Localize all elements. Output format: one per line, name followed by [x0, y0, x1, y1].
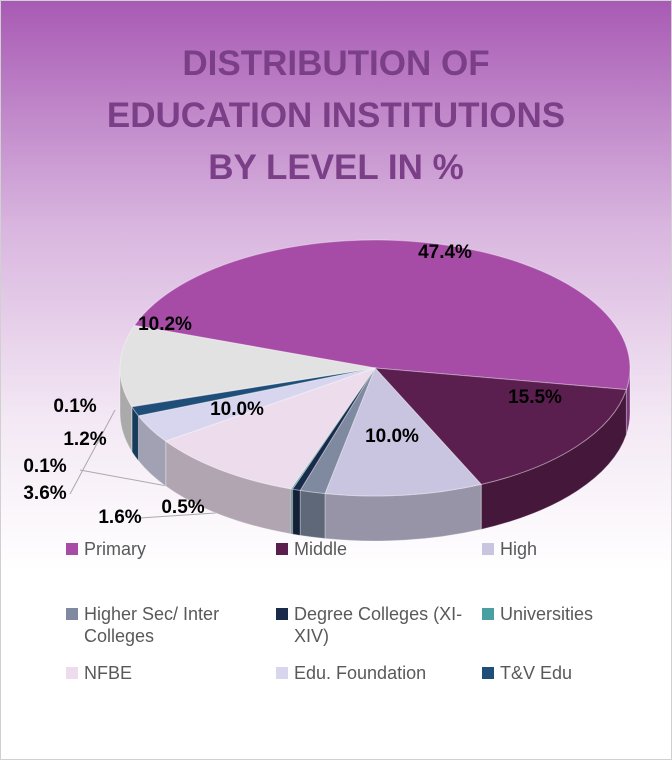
- slice: [131, 367, 376, 417]
- legend-label: T&V Edu: [500, 663, 573, 683]
- data-label: 10.2%: [138, 314, 192, 335]
- legend-label: Edu. Foundation: [294, 663, 427, 683]
- legend-item: Universities: [478, 603, 672, 625]
- legend-item: Degree Colleges (XI-XIV): [272, 603, 479, 647]
- data-label: 0.5%: [161, 497, 204, 518]
- legend-item: NFBE: [62, 662, 269, 684]
- data-label: 10.0%: [365, 426, 419, 447]
- legend-item: Middle: [272, 538, 479, 560]
- data-label: 10.0%: [210, 399, 264, 420]
- slice: [299, 367, 376, 495]
- slice: [291, 367, 376, 491]
- data-label: 15.5%: [508, 387, 562, 408]
- slice: [130, 367, 376, 408]
- legend-label: NFBE: [84, 663, 133, 683]
- legend-item: T&V Edu: [478, 662, 672, 684]
- legend-swatch: [66, 608, 78, 620]
- legend-item: Primary: [62, 538, 269, 560]
- slice-side: [299, 489, 326, 540]
- slice: [119, 324, 376, 407]
- data-label: 0.1%: [53, 396, 96, 417]
- legend-swatch: [276, 667, 288, 679]
- data-label: 3.6%: [23, 483, 66, 504]
- slice-side: [292, 488, 301, 536]
- legend-swatch: [66, 667, 78, 679]
- legend-label: Degree Colleges (XI-XIV): [294, 604, 463, 646]
- slice: [373, 367, 628, 485]
- leader-line: [69, 409, 116, 495]
- legend-label: High: [500, 539, 538, 559]
- legend-swatch: [66, 543, 78, 555]
- data-label: 1.6%: [98, 507, 141, 528]
- slice: [133, 239, 631, 391]
- legend-label: Universities: [500, 604, 594, 624]
- legend-swatch: [482, 608, 494, 620]
- legend-item: Edu. Foundation: [272, 662, 479, 684]
- legend-swatch: [276, 608, 288, 620]
- legend-swatch: [482, 667, 494, 679]
- legend-swatch: [276, 543, 288, 555]
- legend-item: High: [478, 538, 672, 560]
- legend-label: Middle: [294, 539, 348, 559]
- legend-label: Higher Sec/ Inter Colleges: [84, 604, 220, 646]
- data-label: 47.4%: [418, 242, 472, 263]
- data-label: 1.2%: [63, 429, 106, 450]
- slice: [137, 367, 376, 442]
- legend-swatch: [482, 543, 494, 555]
- legend-label: Primary: [84, 539, 146, 559]
- chart-title: DISTRIBUTION OF EDUCATION INSTITUTIONS B…: [106, 44, 566, 187]
- slice: [164, 367, 377, 490]
- data-label: 0.1%: [23, 456, 66, 477]
- slice: [324, 367, 483, 497]
- legend-item: Higher Sec/ Inter Colleges: [62, 603, 269, 647]
